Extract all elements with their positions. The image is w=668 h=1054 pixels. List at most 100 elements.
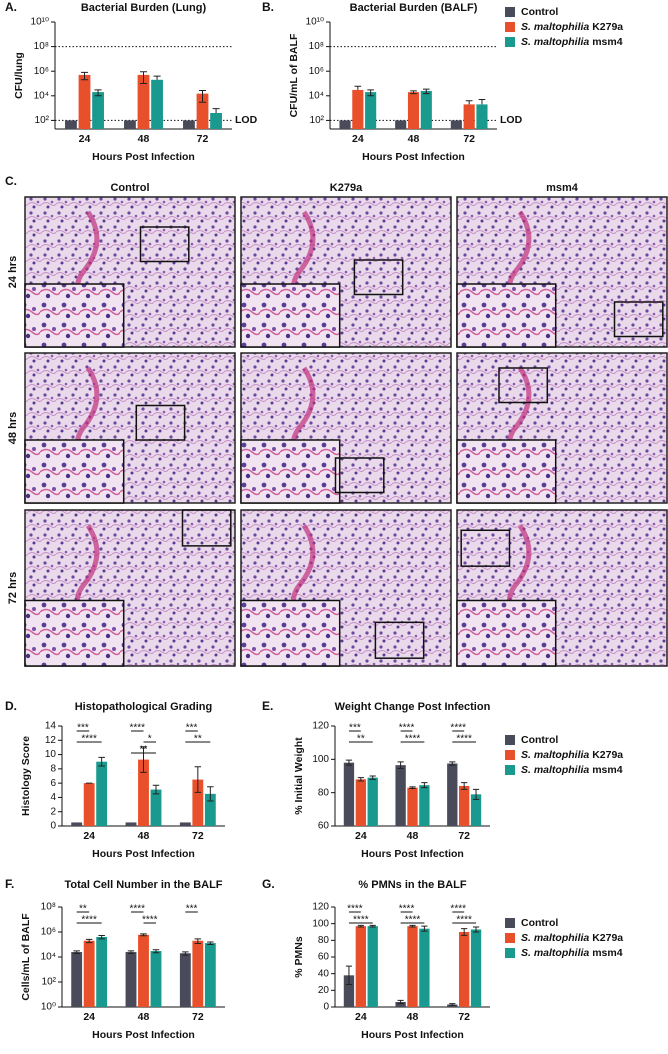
bar <box>151 79 163 129</box>
error-bar <box>127 950 135 955</box>
y-tick-label: 20 <box>318 985 330 996</box>
error-bar <box>212 108 220 113</box>
x-tick-label: 48 <box>408 133 420 145</box>
error-bar <box>369 924 376 928</box>
legend-label: S. maltophilia msm4 <box>521 36 623 48</box>
x-tick-label: 48 <box>407 1011 419 1023</box>
y-tick-label: 10⁸ <box>34 41 49 52</box>
legend-label: S. maltophilia K279a <box>521 21 623 33</box>
error-bar <box>345 759 353 766</box>
x-tick-label: 48 <box>138 830 150 842</box>
significance-label: *** <box>77 723 89 734</box>
bar <box>470 929 482 1007</box>
bar <box>450 120 462 129</box>
panel-label: B. <box>262 0 274 14</box>
error-bar <box>182 951 189 956</box>
bar <box>343 762 355 826</box>
x-tick-label: 72 <box>192 1011 204 1023</box>
inset <box>240 283 341 348</box>
row-header: 72 hrs <box>7 572 19 604</box>
x-axis-title: Hours Post Infection <box>92 151 195 163</box>
bar <box>407 92 420 129</box>
y-tick-label: 6 <box>50 778 56 789</box>
y-tick-label: 0 <box>50 821 56 832</box>
significance-label: **** <box>81 915 97 926</box>
error-bar <box>80 71 89 81</box>
panel-label: F. <box>5 877 14 891</box>
error-bar <box>194 938 202 945</box>
y-tick-label: 2 <box>50 806 56 817</box>
significance-label: **** <box>142 915 158 926</box>
y-tick-label: 40 <box>318 968 330 979</box>
y-axis-title: % Initial Weight <box>293 737 305 815</box>
error-bar <box>354 85 362 90</box>
reference-label: LOD <box>500 114 523 126</box>
error-bar <box>397 999 404 1005</box>
y-tick-label: 80 <box>318 935 330 946</box>
x-tick-label: 72 <box>463 133 475 145</box>
bar <box>65 120 77 129</box>
error-bar <box>478 99 486 105</box>
y-tick-label: 10⁸ <box>309 41 324 52</box>
significance-label: *** <box>186 723 198 734</box>
error-bar <box>345 965 353 985</box>
error-bar <box>73 950 80 955</box>
panel-label: G. <box>262 877 275 891</box>
zoom-box <box>613 301 664 338</box>
y-tick-label: 100 <box>312 754 329 765</box>
bar <box>137 74 150 129</box>
bar <box>459 786 470 826</box>
error-bar <box>140 933 147 937</box>
error-bar <box>410 90 417 95</box>
error-bar <box>94 89 102 97</box>
y-tick-label: 10¹⁰ <box>306 17 324 28</box>
y-axis-title: % PMNs <box>293 936 305 978</box>
legend-label: S. maltophilia msm4 <box>521 947 623 959</box>
inset <box>456 599 557 667</box>
error-bar <box>472 788 480 800</box>
zoom-box <box>374 621 425 659</box>
error-bar <box>357 924 364 928</box>
significance-label: *** <box>186 904 198 915</box>
significance-label: * <box>148 734 152 745</box>
bar <box>420 90 432 129</box>
bar <box>395 120 407 129</box>
error-bar <box>409 786 416 789</box>
y-tick-label: 10⁶ <box>41 927 56 938</box>
error-bar <box>421 925 428 932</box>
zoom-box <box>139 226 190 263</box>
panel-label: C. <box>5 174 17 188</box>
bar <box>204 793 216 826</box>
error-bar <box>140 746 147 773</box>
bar <box>138 934 149 1007</box>
row-header: 24 hrs <box>7 256 19 288</box>
x-tick-label: 72 <box>197 133 209 145</box>
bar <box>192 940 204 1007</box>
x-axis-title: Hours Post Infection <box>92 1029 195 1041</box>
zoom-box <box>498 367 549 404</box>
bar <box>92 92 104 129</box>
significance-label: **** <box>399 904 415 915</box>
y-tick-label: 14 <box>45 721 57 732</box>
error-bar <box>207 941 214 945</box>
chart-title: Total Cell Number in the BALF <box>64 879 222 891</box>
bar <box>83 940 95 1007</box>
bar <box>355 779 366 826</box>
zoom-box <box>181 509 232 547</box>
y-tick-label: 120 <box>312 721 329 732</box>
error-bar <box>465 100 473 105</box>
significance-label: **** <box>405 915 421 926</box>
bar <box>78 74 91 129</box>
x-axis-title: Hours Post Infection <box>361 1029 464 1041</box>
micrograph <box>240 196 452 348</box>
bar <box>210 112 222 129</box>
bar <box>419 785 430 826</box>
zoom-box <box>334 457 385 494</box>
error-bar <box>153 75 161 80</box>
significance-label: **** <box>81 734 97 745</box>
legend-swatch <box>505 7 515 17</box>
y-tick-label: 10² <box>42 977 57 988</box>
error-bar <box>461 782 468 790</box>
bar <box>183 120 195 129</box>
y-tick-label: 10⁴ <box>41 952 56 963</box>
